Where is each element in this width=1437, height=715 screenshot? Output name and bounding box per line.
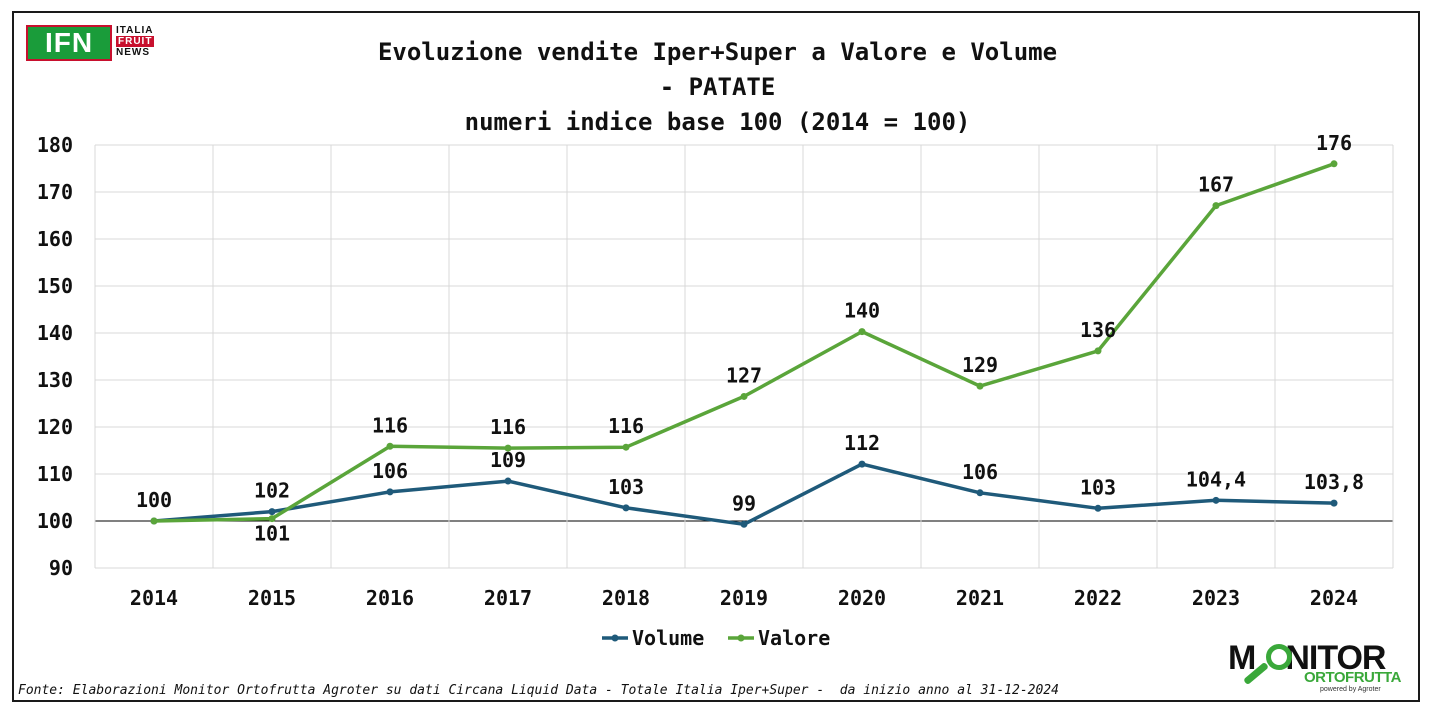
valore-point [504, 444, 512, 452]
y-tick-label: 180 [37, 133, 73, 157]
monitor-m: M [1228, 639, 1256, 677]
valore-data-label: 101 [254, 522, 290, 546]
volume-data-label: 106 [962, 460, 998, 484]
valore-point [1212, 202, 1220, 210]
ifn-wordmark: ITALIA FRUIT NEWS [116, 25, 172, 58]
volume-data-label: 99 [732, 491, 756, 515]
y-tick-label: 160 [37, 227, 73, 251]
volume-point [386, 488, 394, 496]
x-tick-label: 2024 [1310, 586, 1358, 610]
valore-point [1330, 160, 1338, 168]
volume-data-label: 103,8 [1304, 470, 1364, 494]
valore-point [386, 442, 394, 450]
x-tick-label: 2014 [130, 586, 178, 610]
valore-data-label: 176 [1316, 131, 1352, 155]
valore-point [150, 517, 158, 525]
volume-point [1330, 499, 1338, 507]
y-tick-label: 90 [49, 556, 73, 580]
y-tick-label: 170 [37, 180, 73, 204]
y-tick-label: 110 [37, 462, 73, 486]
legend-label-valore: Valore [758, 626, 830, 650]
valore-point [976, 382, 984, 390]
volume-point [622, 504, 630, 512]
y-tick-label: 140 [37, 321, 73, 345]
valore-data-label: 167 [1198, 173, 1234, 197]
x-tick-label: 2017 [484, 586, 532, 610]
legend-label-volume: Volume [632, 626, 704, 650]
x-tick-label: 2018 [602, 586, 650, 610]
valore-data-label: 116 [372, 413, 408, 437]
chart-title-line2: - PATATE [659, 73, 776, 101]
ifn-line1: ITALIA [116, 25, 154, 36]
valore-data-label: 100 [136, 488, 172, 512]
volume-data-label: 106 [372, 459, 408, 483]
ifn-logo: IFN ITALIA FRUIT NEWS [26, 25, 176, 65]
valore-point [1094, 347, 1102, 355]
valore-data-label: 127 [726, 363, 762, 387]
volume-point [740, 520, 748, 528]
chart-frame [12, 11, 1420, 702]
legend-marker-volume [611, 634, 619, 642]
powered-by: powered by Agroter [1320, 686, 1381, 693]
volume-point [976, 489, 984, 497]
monitor-rest: NITOR [1285, 639, 1386, 677]
chart-title-line1: Evoluzione vendite Iper+Super a Valore e… [377, 38, 1058, 66]
x-tick-label: 2021 [956, 586, 1004, 610]
x-tick-label: 2022 [1074, 586, 1122, 610]
ifn-mark: IFN [26, 25, 112, 61]
valore-point [740, 392, 748, 400]
volume-point [268, 508, 276, 516]
volume-data-label: 104,4 [1186, 467, 1246, 491]
magnifier-icon [1266, 644, 1292, 670]
valore-data-label: 116 [608, 414, 644, 438]
monitor-wordmark: M NITOR [1228, 639, 1386, 677]
chart-title-line3: numeri indice base 100 (2014 = 100) [464, 108, 971, 136]
x-tick-label: 2019 [720, 586, 768, 610]
valore-data-label: 116 [490, 415, 526, 439]
valore-data-label: 140 [844, 299, 880, 323]
valore-point [858, 328, 866, 336]
ortofrutta-wordmark: ORTOFRUTTA [1304, 669, 1401, 686]
y-tick-label: 130 [37, 368, 73, 392]
volume-data-label: 102 [254, 479, 290, 503]
volume-data-label: 103 [608, 475, 644, 499]
valore-point [268, 515, 276, 523]
y-tick-label: 100 [37, 509, 73, 533]
volume-data-label: 112 [844, 431, 880, 455]
volume-point [1094, 504, 1102, 512]
x-tick-label: 2020 [838, 586, 886, 610]
valore-data-label: 136 [1080, 318, 1116, 342]
legend-marker-valore [737, 634, 745, 642]
x-tick-label: 2015 [248, 586, 296, 610]
monitor-ortofrutta-logo: M NITOR ORTOFRUTTA powered by Agroter [1228, 640, 1414, 698]
volume-point [1212, 496, 1220, 504]
volume-point [504, 477, 512, 485]
ifn-line3: NEWS [116, 47, 150, 58]
x-tick-label: 2016 [366, 586, 414, 610]
y-tick-label: 150 [37, 274, 73, 298]
x-tick-label: 2023 [1192, 586, 1240, 610]
volume-point [858, 460, 866, 468]
ifn-line2: FRUIT [116, 36, 155, 47]
source-note: Fonte: Elaborazioni Monitor Ortofrutta A… [18, 683, 1059, 698]
volume-data-label: 103 [1080, 475, 1116, 499]
volume-data-label: 109 [490, 448, 526, 472]
y-tick-label: 120 [37, 415, 73, 439]
valore-data-label: 129 [962, 353, 998, 377]
valore-point [622, 443, 630, 451]
